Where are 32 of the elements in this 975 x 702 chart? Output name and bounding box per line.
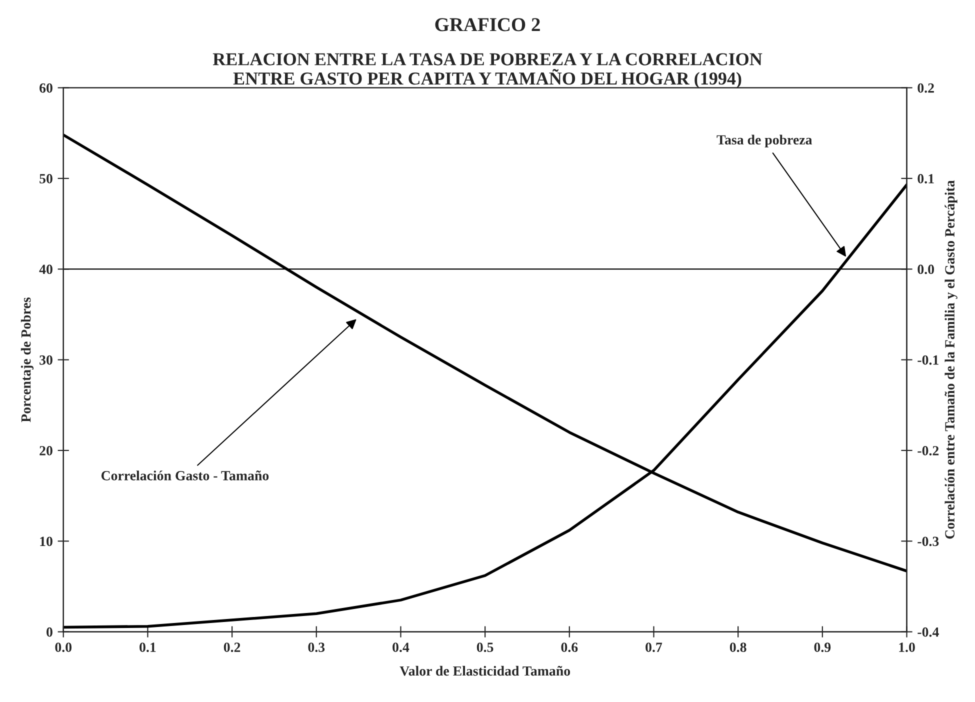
y2-tick-label: 0.0 (918, 264, 934, 274)
x-tick-label: 0.6 (561, 642, 578, 652)
y-tick-label: 10 (40, 536, 52, 546)
x-tick-label: 0.0 (55, 642, 72, 652)
y-axis-title: Porcentaje de Pobres (20, 297, 34, 422)
y2-tick-label: 0.2 (918, 83, 934, 93)
x-tick-label: 0.9 (814, 642, 831, 652)
y-tick-label: 20 (40, 446, 52, 456)
y-tick-label: 0 (46, 627, 52, 637)
annotation: Tasa de pobreza (716, 134, 812, 148)
x-axis-title: Valor de Elasticidad Tamaño (400, 666, 570, 676)
x-tick-label: 0.1 (140, 642, 156, 652)
x-tick-label: 0.3 (308, 642, 325, 652)
y2-tick-label: -0.2 (918, 446, 939, 456)
y2-tick-label: -0.4 (918, 627, 939, 637)
x-tick-label: 1.0 (899, 642, 915, 652)
x-tick-label: 0.7 (646, 642, 662, 652)
y2-axis-title: Correlación entre Tamaño de la Familia y el Gasto Percápita (944, 180, 958, 539)
x-tick-label: 0.8 (730, 642, 746, 652)
annotation: Correlación Gasto - Tamaño (101, 470, 269, 480)
chart-title: GRAFICO 2 (435, 18, 540, 32)
chart-subtitle: RELACION ENTRE LA TASA DE POBREZA Y LA CORRELACION ENTRE GASTO PER CAPITA Y TAMAÑO DEL HOGAR (1994) (212, 53, 762, 88)
y2-tick-label: -0.3 (918, 536, 939, 546)
y-tick-label: 30 (40, 355, 52, 365)
y-tick-label: 60 (40, 83, 52, 93)
x-tick-label: 0.2 (224, 642, 240, 652)
x-tick-label: 0.4 (392, 642, 410, 652)
y-tick-label: 40 (39, 264, 52, 274)
y2-tick-label: 0.1 (918, 174, 934, 184)
y-tick-label: 50 (40, 174, 52, 184)
x-tick-label: 0.5 (476, 642, 494, 652)
y2-tick-label: -0.1 (918, 355, 938, 365)
